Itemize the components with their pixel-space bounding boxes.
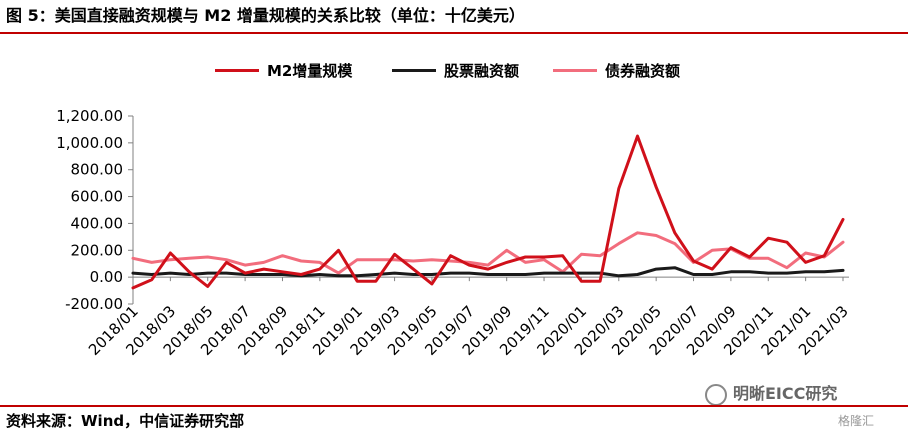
y-tick-label: 800.00 xyxy=(71,161,124,179)
series-line-m2 xyxy=(131,134,845,290)
legend-item-equity: 股票融资额 xyxy=(392,60,519,81)
chart-title: 图 5：美国直接融资规模与 M2 增量规模的关系比较（单位：十亿美元） xyxy=(6,6,525,25)
series-line-bond xyxy=(131,231,845,275)
watermark-text: 明晰EICC研究 xyxy=(733,384,838,403)
legend: M2增量规模 股票融资额 债券融资额 xyxy=(0,60,908,88)
legend-label-m2: M2增量规模 xyxy=(267,62,353,80)
legend-label-equity: 股票融资额 xyxy=(444,62,520,80)
legend-item-m2: M2增量规模 xyxy=(215,60,352,81)
y-tick-label: -200.00 xyxy=(65,295,123,313)
top-rule xyxy=(0,32,908,34)
series-line-equity xyxy=(131,266,845,278)
legend-item-bond: 债券融资额 xyxy=(553,60,680,81)
y-tick-label: 400.00 xyxy=(71,214,124,232)
bottom-rule xyxy=(0,405,908,407)
legend-swatch-equity xyxy=(392,69,436,72)
y-tick-label: 600.00 xyxy=(71,188,124,206)
line-chart: -200.00 0.00 200.00 400.00 600.00 800.00 1,000… xyxy=(56,107,852,359)
y-tick-label: 1,000.00 xyxy=(56,134,123,152)
wechat-icon xyxy=(705,383,727,406)
source-note: 资料来源：Wind，中信证券研究部 xyxy=(6,412,245,430)
legend-label-bond: 债券融资额 xyxy=(605,62,681,80)
y-tick-label: 0.00 xyxy=(90,268,123,286)
legend-swatch-m2 xyxy=(215,69,259,72)
y-tick-label: 200.00 xyxy=(71,241,124,259)
legend-swatch-bond xyxy=(553,69,597,72)
watermark-secondary: 格隆汇 xyxy=(838,414,875,428)
watermark: 明晰EICC研究 xyxy=(705,380,837,406)
y-tick-label: 1,200.00 xyxy=(56,107,123,125)
